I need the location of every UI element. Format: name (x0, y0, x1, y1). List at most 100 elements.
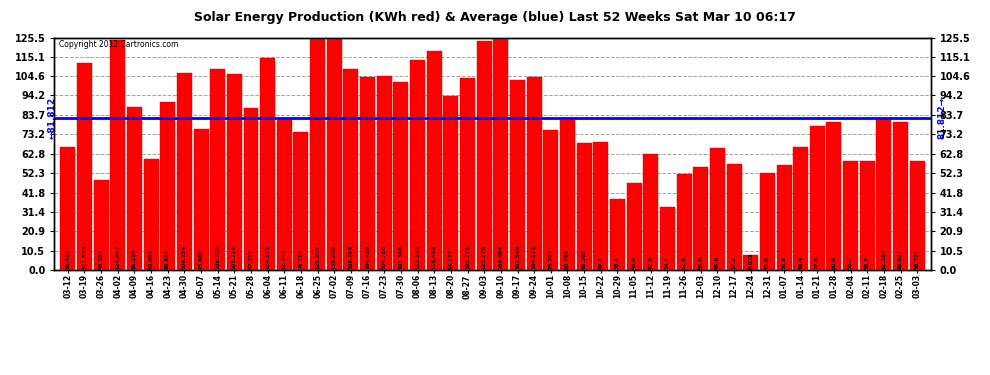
Bar (560, 120, 575, 270)
Text: Copyright 2012 Cartronics.com: Copyright 2012 Cartronics.com (58, 40, 178, 49)
Bar (544, 130, 558, 270)
Bar (160, 102, 175, 270)
Bar (676, 174, 692, 270)
Bar (94, 180, 109, 270)
Bar (227, 74, 242, 270)
Text: 80.0: 80.0 (832, 256, 837, 269)
Text: ←81.812: ←81.812 (48, 98, 56, 140)
Text: 66.0: 66.0 (715, 256, 720, 269)
Text: 56.8: 56.8 (781, 256, 786, 269)
Text: 125.005: 125.005 (315, 245, 320, 269)
Text: 90.816: 90.816 (165, 249, 170, 269)
Text: 74.715: 74.715 (298, 249, 304, 269)
Bar (693, 166, 708, 270)
Text: 105.724: 105.724 (232, 245, 237, 269)
Text: 62.5: 62.5 (648, 256, 653, 269)
Bar (393, 82, 409, 270)
Bar (277, 118, 292, 270)
Bar (244, 108, 258, 270)
Bar (793, 147, 808, 270)
Text: 75.885: 75.885 (199, 249, 204, 269)
Bar (827, 122, 842, 270)
Text: 102.545: 102.545 (515, 245, 520, 269)
Bar (760, 172, 775, 270)
Bar (627, 183, 642, 270)
Text: 87.333: 87.333 (248, 249, 253, 269)
Bar (876, 118, 891, 270)
Bar (576, 143, 592, 270)
Text: 81.749: 81.749 (282, 249, 287, 269)
Text: 104.428: 104.428 (365, 245, 370, 269)
Text: 88.216: 88.216 (132, 249, 137, 269)
Text: 55.8: 55.8 (698, 256, 703, 269)
Bar (493, 38, 508, 270)
Text: 69.1: 69.1 (598, 256, 603, 269)
Bar (360, 76, 375, 270)
Text: 66.417: 66.417 (65, 249, 70, 269)
Bar (293, 132, 309, 270)
Bar (510, 80, 525, 270)
Text: 52.6: 52.6 (765, 256, 770, 269)
Bar (344, 69, 358, 270)
Bar (477, 41, 492, 270)
Bar (260, 58, 275, 270)
Text: 103.771: 103.771 (465, 245, 470, 269)
Text: 48.537: 48.537 (99, 249, 104, 269)
Text: 58.7: 58.7 (848, 256, 853, 269)
Text: 58.7: 58.7 (865, 256, 870, 269)
Text: 66.4: 66.4 (798, 256, 803, 269)
Bar (527, 77, 542, 270)
Bar (144, 159, 158, 270)
Text: 118.432: 118.432 (432, 245, 437, 269)
Text: 135.909: 135.909 (332, 245, 337, 269)
Text: 82.187: 82.187 (881, 249, 886, 269)
Text: 60.007: 60.007 (148, 249, 153, 269)
Bar (893, 122, 908, 270)
Text: 80.781: 80.781 (565, 249, 570, 269)
Bar (110, 40, 126, 270)
Text: 68.385: 68.385 (582, 249, 587, 269)
Text: 51.8: 51.8 (681, 256, 687, 269)
Bar (859, 161, 875, 270)
Text: 94.135: 94.135 (448, 249, 453, 269)
Text: 81.812→: 81.812→ (938, 98, 946, 140)
Bar (843, 161, 858, 270)
Bar (743, 255, 758, 270)
Text: 104.786: 104.786 (382, 245, 387, 269)
Bar (377, 76, 392, 270)
Bar (410, 60, 425, 270)
Bar (310, 38, 325, 270)
Bar (593, 142, 608, 270)
Text: 164.094: 164.094 (498, 245, 503, 269)
Bar (710, 148, 725, 270)
Text: 46.9: 46.9 (632, 256, 637, 269)
Bar (910, 161, 925, 270)
Text: 34.1: 34.1 (665, 256, 670, 269)
Text: Solar Energy Production (KWh red) & Average (blue) Last 52 Weeks Sat Mar 10 06:1: Solar Energy Production (KWh red) & Aver… (194, 11, 796, 24)
Bar (776, 165, 792, 270)
Bar (427, 51, 442, 270)
Bar (810, 126, 825, 270)
Text: 108.709: 108.709 (215, 245, 220, 269)
Bar (193, 129, 209, 270)
Bar (177, 74, 192, 270)
Text: 114.571: 114.571 (265, 245, 270, 269)
Bar (444, 96, 458, 270)
Text: 123.775: 123.775 (482, 245, 487, 269)
Text: 108.294: 108.294 (348, 245, 353, 269)
Bar (77, 63, 92, 270)
Text: 113.149: 113.149 (415, 245, 420, 269)
Text: 106.154: 106.154 (182, 245, 187, 269)
Text: 58.776: 58.776 (915, 249, 920, 269)
Bar (644, 154, 658, 270)
Text: 124.007: 124.007 (115, 245, 120, 269)
Bar (127, 106, 142, 270)
Bar (60, 147, 75, 270)
Bar (727, 164, 742, 270)
Bar (610, 199, 625, 270)
Text: 101.346: 101.346 (398, 245, 403, 269)
Bar (210, 69, 225, 270)
Bar (460, 78, 475, 270)
Bar (660, 207, 675, 270)
Text: 8.022: 8.022 (748, 252, 753, 269)
